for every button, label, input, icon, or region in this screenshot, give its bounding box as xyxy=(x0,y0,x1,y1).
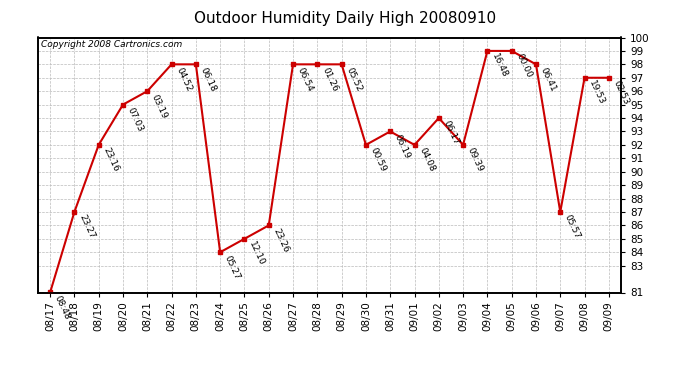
Text: 05:52: 05:52 xyxy=(344,66,364,93)
Text: 09:39: 09:39 xyxy=(466,146,485,174)
Text: 23:26: 23:26 xyxy=(272,227,290,254)
Text: 07:03: 07:03 xyxy=(126,106,145,133)
Text: 06:54: 06:54 xyxy=(296,66,315,93)
Text: 06:18: 06:18 xyxy=(199,66,218,93)
Text: 23:27: 23:27 xyxy=(77,213,96,240)
Text: Copyright 2008 Cartronics.com: Copyright 2008 Cartronics.com xyxy=(41,40,182,49)
Text: 01:26: 01:26 xyxy=(320,66,339,93)
Text: 06:41: 06:41 xyxy=(539,66,558,93)
Text: 02:53: 02:53 xyxy=(611,79,631,106)
Text: 05:57: 05:57 xyxy=(563,213,582,241)
Text: 04:08: 04:08 xyxy=(417,146,436,173)
Text: 05:27: 05:27 xyxy=(223,254,242,281)
Text: 04:52: 04:52 xyxy=(175,66,193,93)
Text: 06:19: 06:19 xyxy=(393,133,412,160)
Text: Outdoor Humidity Daily High 20080910: Outdoor Humidity Daily High 20080910 xyxy=(194,11,496,26)
Text: 23:16: 23:16 xyxy=(101,146,121,173)
Text: 12:10: 12:10 xyxy=(247,240,266,267)
Text: 06:17: 06:17 xyxy=(442,119,461,147)
Text: 03:19: 03:19 xyxy=(150,93,169,120)
Text: 16:48: 16:48 xyxy=(490,52,509,80)
Text: 08:48: 08:48 xyxy=(53,294,72,321)
Text: 00:59: 00:59 xyxy=(368,146,388,174)
Text: 00:00: 00:00 xyxy=(515,52,533,80)
Text: 19:53: 19:53 xyxy=(587,79,607,106)
